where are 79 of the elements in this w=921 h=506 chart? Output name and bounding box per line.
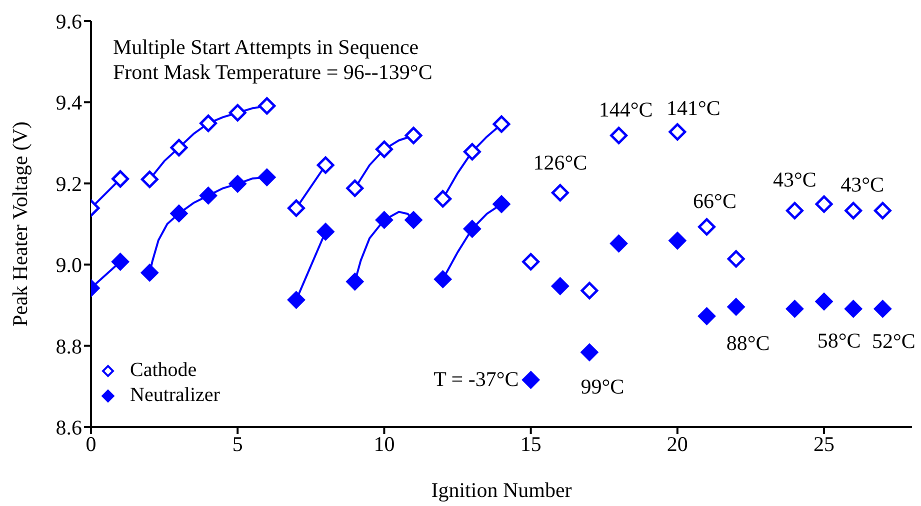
point [610,126,628,144]
point [170,204,188,222]
point [346,272,364,291]
point [287,290,306,309]
point [228,104,246,122]
point [404,210,423,229]
point [140,264,159,282]
point [288,199,305,217]
point [727,250,745,268]
point [815,195,833,213]
point [844,300,862,318]
point [668,232,686,250]
text: Front Mask Temperature = 96--139°C [113,60,432,84]
point [668,123,686,141]
y-tick-label: 9.2 [56,172,82,196]
point [375,140,393,158]
point [551,277,570,296]
point [200,114,218,132]
point [844,202,862,220]
point [522,370,540,389]
annotation: 88°C [726,330,770,355]
x-tick-label: 15 [520,432,542,456]
annotation: 141°C [666,96,720,120]
x-tick-label: 25 [814,432,835,456]
annotation: 43°C [840,172,884,197]
point [463,142,481,160]
annotation: 126°C [533,150,588,175]
point [404,126,422,144]
point [375,210,394,229]
annotation: 58°C [817,328,861,353]
point [698,307,716,326]
x-tick-label: 5 [232,432,243,456]
point [316,222,335,241]
point [140,170,158,188]
annotation: 144°C [598,97,653,122]
point [580,282,598,300]
point [112,170,130,188]
point [727,298,746,316]
annotation: T = -37°C [434,366,519,391]
annotation: 99°C [580,374,624,398]
y-tick-label: 8.8 [56,334,82,358]
point [258,168,276,186]
y-tick-label: 9.0 [56,253,82,278]
point [580,343,598,362]
point [463,220,482,238]
point [434,190,452,208]
point [346,180,364,198]
point [815,292,834,311]
annotation: 52°C [872,328,916,353]
point [492,195,510,214]
point [522,253,540,271]
x-tick-label: 0 [86,432,96,456]
annotation: 66°C [693,188,736,213]
point [786,202,804,220]
point [228,174,247,193]
x-tick-label: 20 [666,432,688,456]
x-axis-title: Ignition Number [431,478,572,502]
point [610,234,628,252]
x-tick-label: 10 [374,432,395,456]
point [874,300,892,318]
y-tick-label: 8.6 [56,415,82,440]
point [258,97,276,115]
point [698,218,716,236]
annotation: 43°C [773,168,816,192]
point [786,300,804,318]
point [199,186,218,205]
y-tick-label: 9.4 [56,90,82,115]
legend-label: Neutralizer [130,384,220,407]
point [551,184,569,202]
point [111,252,130,271]
point [170,138,188,156]
y-tick-label: 9.6 [56,9,82,34]
point [434,270,452,288]
point [316,156,334,174]
text: Multiple Start Attempts in Sequence [113,35,419,59]
point [874,202,892,220]
point [492,115,510,133]
y-axis-title: Peak Heater Voltage (V) [8,121,32,327]
legend-label: Cathode [130,359,197,382]
